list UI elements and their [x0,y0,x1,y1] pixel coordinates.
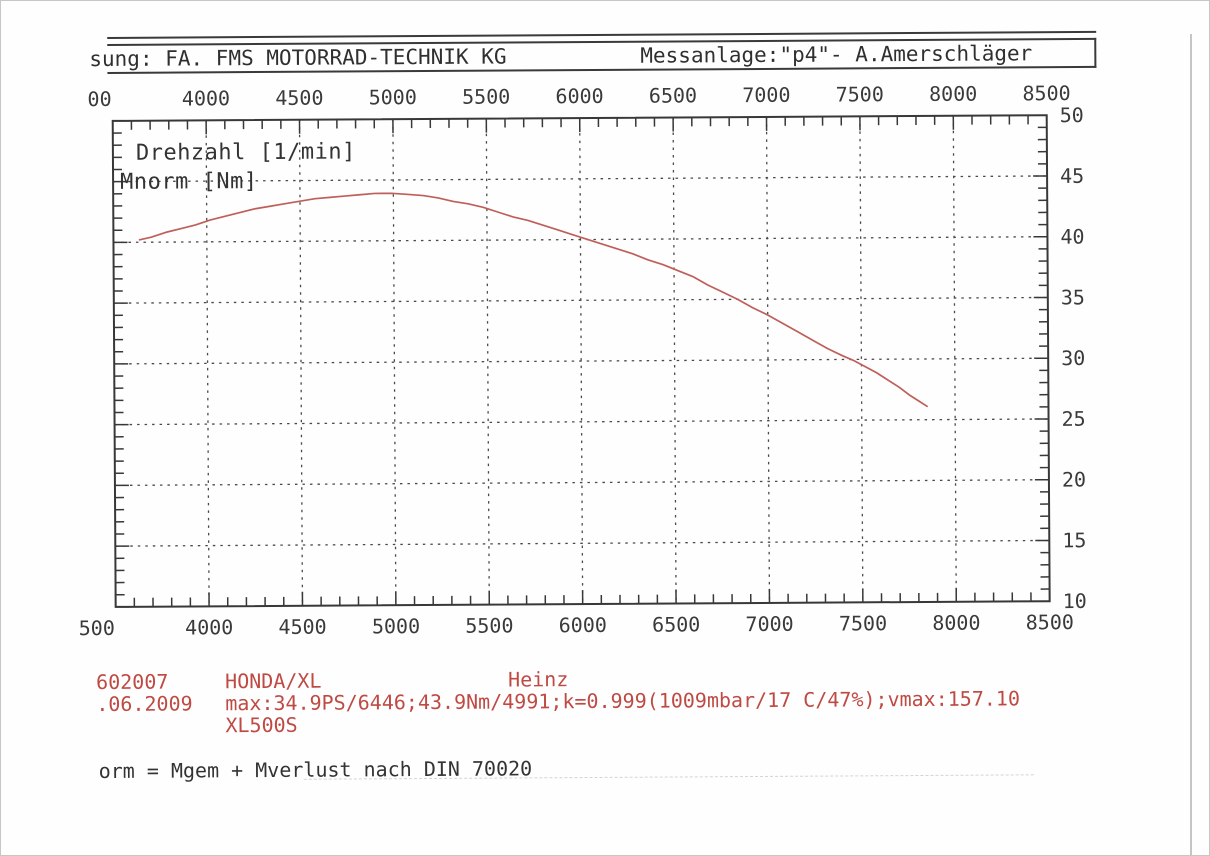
results-line: max:34.9PS/6446;43.9Nm/4991;k=0.999(1009… [225,686,1021,716]
x-tick-label-bottom: 4500 [278,615,326,639]
torque-curve [138,192,928,408]
x-tick-label-top: 8000 [929,82,977,106]
x-tick-label-top: 8500 [1022,81,1070,105]
drehzahl-axis-label: Drehzahl [1/min] [135,139,356,166]
x-grid-line [579,118,584,605]
x-tick-label-top: 6500 [649,83,697,107]
x-tick-label-bottom: 5000 [372,614,420,638]
x-tick-label-bottom: 7500 [839,611,887,635]
x-tick-label-top: 7000 [742,83,790,107]
x-grid-line [765,116,771,603]
x-tick-label-bottom: 6000 [559,613,607,637]
x-tick-label-top: 7500 [836,82,884,106]
x-tick-label-bottom: 6500 [652,612,700,636]
y-tick-label-right: 10 [1063,589,1087,613]
y-tick-label-right: 30 [1061,346,1085,370]
y-grid-line [115,539,1050,547]
y-tick-label-right: 25 [1061,407,1085,431]
x-tick-label-top: 5000 [369,85,417,109]
measurement-date: .06.2009 [96,691,193,717]
y-grid-line [113,236,1048,244]
x-tick-label-bottom: 5500 [465,613,513,637]
x-grid-line [392,119,397,606]
vehicle-variant: XL500S [225,712,298,738]
y-grid-line [113,175,1048,183]
scan-page-edge-line [1190,34,1192,855]
x-grid-line [298,119,304,606]
y-grid-line [114,418,1049,426]
x-tick-label-bottom: 7000 [745,612,793,636]
vehicle-model: HONDA/XL [225,668,322,694]
y-tick-label-right: 50 [1060,103,1084,127]
x-tick-label-top: 5500 [462,84,510,108]
y-tick-label-right: 15 [1062,528,1086,552]
x-tick-label-bottom: 4000 [185,615,233,639]
x-tick-label-bottom: 8000 [932,611,980,635]
operator-name: Heinz [508,667,569,692]
x-tick-label-top: 4500 [275,86,323,110]
x-grid-line [672,117,677,604]
x-tick-label-top: 00 [87,87,111,111]
x-tick-label-bottom: 500 [79,616,115,640]
y-tick-label-right: 40 [1060,224,1084,248]
y-grid-line [113,296,1048,304]
y-tick-label-right: 45 [1060,164,1084,188]
x-grid-line [205,120,210,607]
x-grid-line [952,115,957,602]
x-tick-label-top: 4000 [182,86,230,110]
y-grid-line [114,357,1049,365]
x-tick-label-top: 6000 [555,84,603,108]
x-tick-label-bottom: 8500 [1026,610,1074,634]
y-tick-label-right: 20 [1062,467,1086,491]
y-grid-line [114,479,1049,487]
mnorm-axis-label: Mnorm [Nm] [120,169,258,195]
measurement-id: 602007 [96,669,169,695]
x-grid-line [859,116,864,603]
x-grid-line [485,118,490,605]
y-tick-label-right: 35 [1061,285,1085,309]
